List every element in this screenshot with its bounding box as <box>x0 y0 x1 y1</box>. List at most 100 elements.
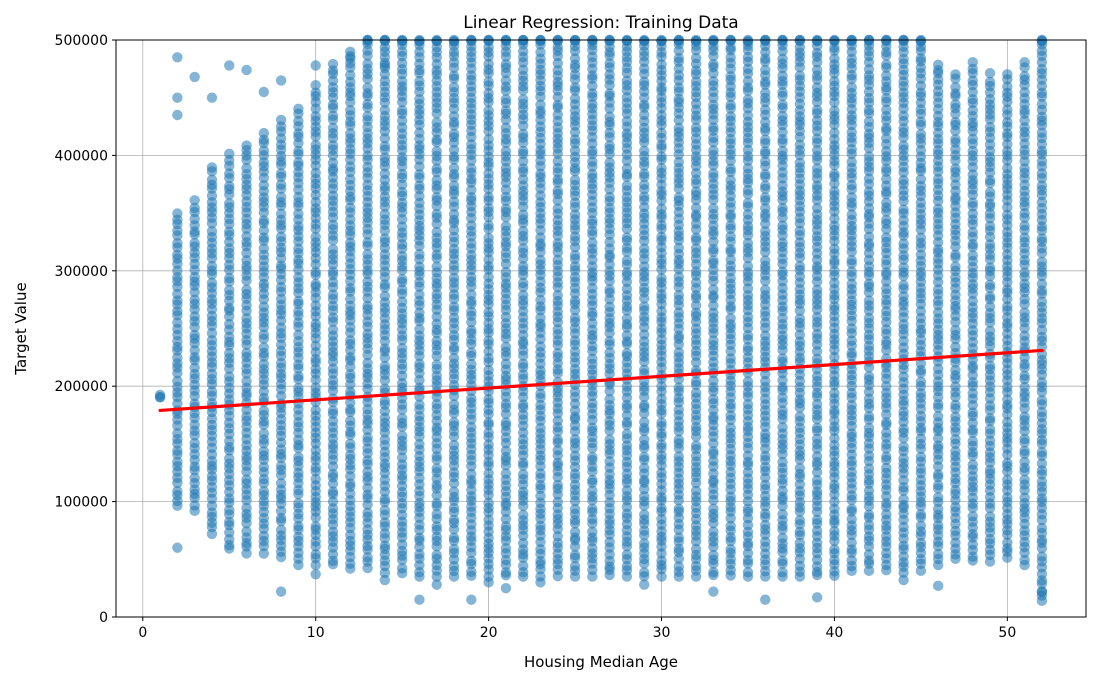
data-point <box>310 521 321 532</box>
data-point <box>466 139 477 150</box>
data-point <box>172 109 183 121</box>
data-point <box>414 94 425 105</box>
data-point <box>690 202 702 214</box>
data-point <box>414 289 425 300</box>
data-point <box>673 93 685 105</box>
data-point <box>293 329 304 341</box>
data-point <box>224 453 235 464</box>
data-point <box>621 267 633 278</box>
data-point <box>224 284 235 296</box>
data-point <box>345 105 356 116</box>
data-point <box>915 35 927 47</box>
data-point <box>656 417 667 428</box>
data-point <box>327 110 339 121</box>
data-point <box>345 478 356 489</box>
data-point <box>760 594 771 605</box>
data-point <box>604 497 615 508</box>
data-point <box>448 111 460 122</box>
data-point <box>293 306 304 317</box>
data-point <box>656 59 667 70</box>
data-point <box>448 439 460 451</box>
data-point <box>172 52 183 63</box>
data-point <box>569 312 581 324</box>
x-tick-label: 30 <box>653 625 671 641</box>
data-point <box>327 526 339 538</box>
y-tick-label: 200000 <box>55 379 108 395</box>
data-point <box>379 233 391 244</box>
data-point <box>275 260 287 271</box>
data-point <box>327 99 339 111</box>
data-point <box>846 35 857 47</box>
data-point <box>466 184 477 196</box>
data-point <box>483 191 494 203</box>
data-point <box>379 360 391 372</box>
data-point <box>742 35 754 47</box>
data-point <box>206 92 218 103</box>
data-point <box>846 503 857 515</box>
data-point <box>379 383 391 394</box>
data-point <box>483 514 494 525</box>
data-point <box>673 122 685 134</box>
data-point <box>639 168 650 179</box>
data-point <box>569 93 581 104</box>
data-point <box>517 399 529 410</box>
data-point <box>673 503 685 514</box>
data-point <box>1036 595 1048 607</box>
data-point <box>362 507 373 518</box>
data-point <box>587 237 598 248</box>
data-point <box>241 140 252 151</box>
data-point <box>621 428 633 440</box>
data-point <box>656 110 667 121</box>
data-point <box>690 186 702 197</box>
data-point <box>310 549 321 560</box>
data-point <box>431 208 442 220</box>
data-point <box>794 35 806 47</box>
data-point <box>500 445 512 456</box>
data-point <box>310 382 321 393</box>
data-point <box>310 278 321 290</box>
data-point <box>517 560 529 572</box>
data-point <box>535 544 546 555</box>
data-point <box>483 168 494 179</box>
data-point <box>673 404 685 415</box>
data-point <box>345 174 356 185</box>
data-point <box>448 502 460 514</box>
data-point <box>517 145 529 157</box>
data-point <box>275 513 287 524</box>
data-point <box>293 103 304 115</box>
data-point <box>673 307 685 318</box>
data-point <box>656 151 667 162</box>
data-point <box>172 238 183 249</box>
data-point <box>362 248 373 260</box>
data-point <box>535 388 546 399</box>
data-point <box>517 128 529 140</box>
data-point <box>621 75 633 87</box>
data-point <box>587 474 598 486</box>
data-point <box>587 340 598 352</box>
data-point <box>569 249 581 261</box>
data-point <box>310 318 321 330</box>
data-point <box>379 504 391 516</box>
data-point <box>224 198 235 209</box>
data-point <box>258 86 270 98</box>
data-point <box>172 208 183 219</box>
data-point <box>379 434 391 445</box>
data-point <box>587 353 598 364</box>
data-point <box>275 322 287 333</box>
data-point <box>1036 586 1048 597</box>
data-point <box>258 405 270 417</box>
data-point <box>466 163 477 174</box>
data-point <box>569 261 581 272</box>
chart-title: Linear Regression: Training Data <box>463 13 738 33</box>
data-point <box>932 59 944 71</box>
data-point <box>189 398 200 409</box>
data-point <box>293 115 304 127</box>
data-point <box>414 358 425 370</box>
data-point <box>189 71 200 83</box>
data-point <box>777 35 788 47</box>
data-point <box>569 560 581 572</box>
data-point <box>345 128 356 139</box>
data-point <box>189 362 200 373</box>
data-point <box>362 82 373 93</box>
data-point <box>569 450 581 461</box>
